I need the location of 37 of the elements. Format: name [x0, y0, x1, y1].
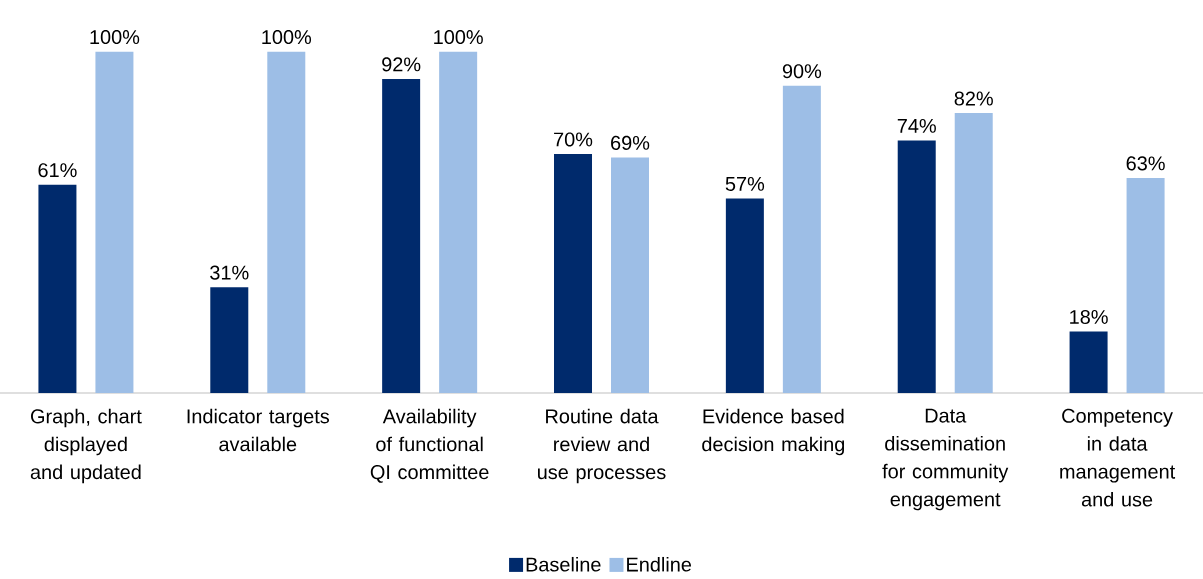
data-label: 18% — [1070, 309, 1108, 325]
data-label: 82% — [954, 91, 993, 106]
bar — [1126, 177, 1165, 393]
data-label: 63% — [1126, 156, 1165, 171]
bar — [725, 198, 764, 393]
bar — [439, 51, 478, 393]
x-tick-label: Competency in data management and use — [1060, 408, 1176, 507]
bar — [267, 51, 306, 393]
data-label: 92% — [382, 57, 421, 72]
data-label: 31% — [210, 265, 249, 280]
bar — [554, 154, 592, 393]
x-tick-label: Indicator targets available — [187, 408, 330, 452]
bar — [611, 157, 649, 393]
data-label: 69% — [611, 135, 650, 150]
x-tick-label: Availability of functional QI committee — [370, 408, 489, 483]
legend-label: Baseline — [526, 556, 601, 572]
x-tick-label: Graph, chart displayed and updated — [30, 408, 142, 484]
bar — [210, 287, 249, 393]
data-label: 57% — [725, 176, 765, 191]
legend-label: Endline — [627, 556, 692, 572]
data-label: 100% — [90, 30, 140, 45]
data-label: 100% — [434, 30, 483, 45]
bar — [95, 51, 134, 393]
data-label: 74% — [897, 118, 936, 133]
data-label: 61% — [38, 163, 77, 178]
data-label: 100% — [262, 30, 312, 45]
x-tick-label: Routine data review and use processes — [538, 408, 666, 484]
bar — [382, 78, 421, 393]
data-label: 90% — [782, 64, 822, 79]
bar — [954, 113, 993, 393]
bar — [38, 184, 77, 393]
bar — [782, 85, 821, 393]
bar — [897, 140, 936, 393]
data-label: 70% — [554, 132, 593, 147]
bar — [1069, 331, 1108, 393]
x-tick-label: Data dissemination for community engagement — [882, 408, 1009, 511]
x-tick-label: Evidence based decision making — [702, 408, 845, 456]
